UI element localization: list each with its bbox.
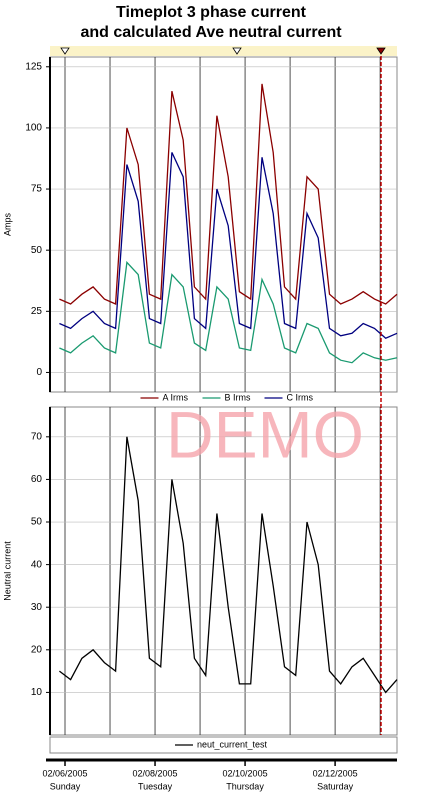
series-line [59,83,398,305]
y-tick-label: 50 [31,517,43,528]
cursor-strip [50,46,397,56]
y-tick-label: 0 [36,367,42,378]
y-tick-label: 20 [31,644,43,655]
series-line [59,260,398,364]
y-tick-label: 125 [25,61,42,72]
x-tick-label: 02/10/2005 [223,768,268,778]
y-tick-label: 30 [31,602,43,613]
chart-title: Timeplot 3 phase current [116,4,307,21]
legend-label: C Irms [287,392,314,402]
y-tick-label: 50 [31,245,43,256]
x-tick-sublabel: Saturday [317,781,354,791]
y-tick-label: 70 [31,431,43,442]
x-tick-sublabel: Sunday [50,781,81,791]
chart-subtitle: and calculated Ave neutral current [80,24,342,41]
legend-box [49,736,398,754]
series-line [59,152,398,339]
x-tick-sublabel: Thursday [226,781,264,791]
y-tick-label: 60 [31,474,43,485]
legend-label: neut_current_test [197,739,268,749]
cursor-marker [60,47,70,55]
legend-label: A Irms [163,392,189,402]
x-tick-label: 02/08/2005 [133,768,178,778]
x-tick-sublabel: Tuesday [138,781,173,791]
y-tick-label: 40 [31,559,43,570]
legend-label: B Irms [225,392,251,402]
watermark: DEMO [166,397,364,471]
x-tick-label: 02/12/2005 [313,768,358,778]
cursor-marker [376,47,386,55]
y-tick-label: 100 [25,123,42,134]
y-tick-label: 25 [31,306,43,317]
y-tick-label: 10 [31,687,43,698]
y-axis-label: Amps [2,213,12,237]
series-line [59,436,398,694]
cursor-marker [232,47,242,55]
plots: 0 25 50 75 100 125 Amps A Irms B Irms C Irms 10 20 3… [2,56,398,791]
y-tick-label: 75 [31,184,43,195]
plot-area [49,56,398,393]
y-axis-label: Neutral current [2,541,12,601]
x-tick-label: 02/06/2005 [42,768,87,778]
